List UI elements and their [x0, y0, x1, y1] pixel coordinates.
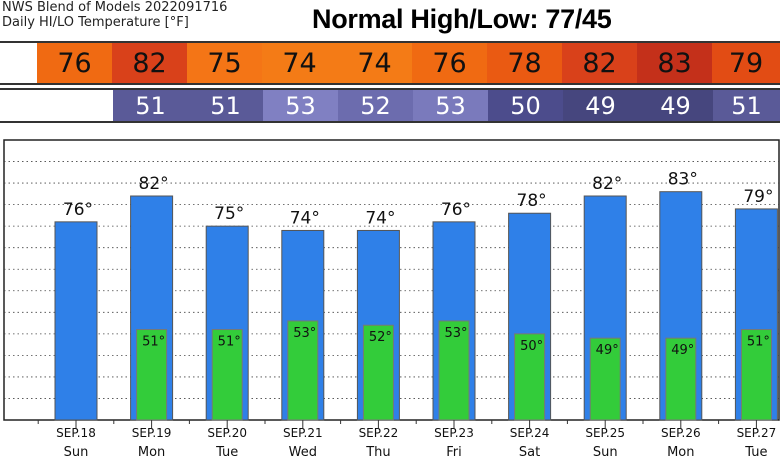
low-temp-cell: 52 [338, 90, 413, 121]
low-bar-label: 50° [520, 339, 543, 354]
low-temp-cell: 49 [638, 90, 713, 121]
day-label: Sat [519, 445, 540, 460]
day-label: Tue [215, 445, 238, 460]
low-bar-label: 53° [444, 326, 467, 341]
low-temp-cell: 49 [563, 90, 638, 121]
low-bar-label: 51° [142, 335, 165, 350]
low-bar-label: 51° [218, 335, 241, 350]
day-label: Wed [289, 445, 317, 460]
day-label: Sun [593, 445, 618, 460]
low-temp-cell [0, 90, 113, 121]
day-label: Mon [138, 445, 165, 460]
low-bar [514, 333, 546, 421]
low-bar-label: 51° [747, 335, 770, 350]
x-tick-label: SEP.24 [510, 426, 550, 440]
low-bar [740, 329, 772, 421]
x-tick-label: SEP.27 [737, 426, 777, 440]
day-label: Fri [446, 445, 462, 460]
high-bar-label: 76° [441, 200, 471, 220]
low-temp-cell: 53 [263, 90, 338, 121]
low-bar [136, 329, 168, 421]
day-label: Sun [64, 445, 89, 460]
x-tick-label: SEP.23 [434, 426, 474, 440]
x-tick-label: SEP.19 [132, 426, 172, 440]
x-tick-label: SEP.22 [359, 426, 399, 440]
x-tick-label: SEP.25 [585, 426, 625, 440]
high-temp-cell [0, 43, 37, 83]
low-bar [211, 329, 243, 421]
high-bar-label: 75° [214, 204, 244, 224]
low-bar [287, 320, 319, 421]
high-bar-label: 82° [592, 174, 622, 194]
day-label: Tue [744, 445, 767, 460]
x-tick-label: SEP.26 [661, 426, 701, 440]
low-bar [362, 324, 394, 421]
low-bar-label: 49° [596, 343, 619, 358]
high-bar [54, 221, 98, 421]
x-tick-label: SEP.20 [207, 426, 247, 440]
low-temperature-strip: 51 51 53 52 53 50 49 49 51 [0, 88, 780, 123]
high-temp-cell: 78 [487, 43, 562, 83]
high-temp-cell: 82 [562, 43, 637, 83]
normal-high-low: Normal High/Low: 77/45 [312, 4, 612, 34]
low-temp-cell: 51 [713, 90, 780, 121]
day-label: Thu [365, 445, 390, 460]
high-temp-cell: 82 [112, 43, 187, 83]
high-bar-label: 74° [290, 208, 320, 228]
high-bar-label: 78° [517, 191, 547, 211]
high-temperature-strip: 76 82 75 74 74 76 78 82 83 79 [0, 41, 780, 85]
low-temp-cell: 53 [413, 90, 488, 121]
chart-subtitle: Daily HI/LO Temperature [°F] [2, 15, 189, 30]
low-bar-label: 49° [671, 343, 694, 358]
high-bar-label: 76° [63, 200, 93, 220]
day-label: Mon [667, 445, 694, 460]
high-bar-label: 82° [139, 174, 169, 194]
high-bar-label: 79° [743, 187, 773, 207]
low-bar-label: 53° [293, 326, 316, 341]
high-temp-cell: 75 [187, 43, 262, 83]
high-temp-cell: 76 [37, 43, 112, 83]
high-temp-cell: 74 [262, 43, 337, 83]
low-temp-cell: 50 [488, 90, 563, 121]
chart-title: NWS Blend of Models 2022091716 [2, 0, 228, 15]
x-tick-label: SEP.21 [283, 426, 323, 440]
high-bar-label: 74° [365, 208, 395, 228]
high-temp-cell: 74 [337, 43, 412, 83]
low-bar [589, 337, 621, 421]
low-bar-label: 52° [369, 330, 392, 345]
high-temp-cell: 83 [637, 43, 712, 83]
high-temp-cell: 79 [712, 43, 780, 83]
high-bar-label: 83° [668, 170, 698, 190]
low-temp-cell: 51 [113, 90, 188, 121]
high-temp-cell: 76 [412, 43, 487, 83]
low-temp-cell: 51 [188, 90, 263, 121]
x-tick-label: SEP.18 [56, 426, 96, 440]
